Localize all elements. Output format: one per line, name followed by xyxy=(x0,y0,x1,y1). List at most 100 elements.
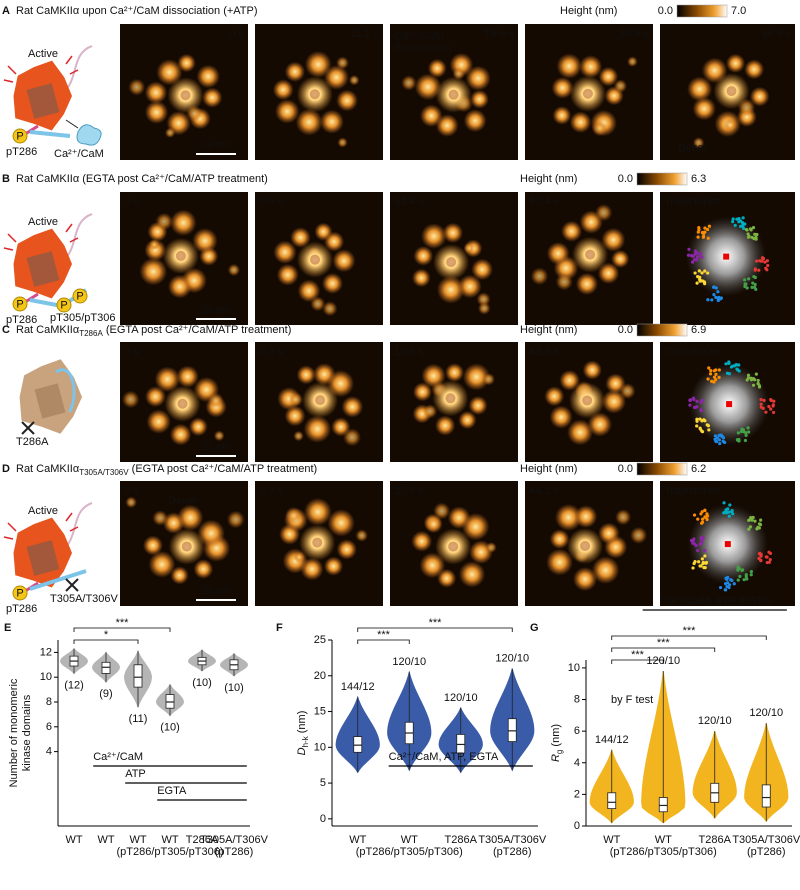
afm-frame: 0.9 s xyxy=(255,192,383,325)
kinase-blob xyxy=(598,522,620,545)
trajectory-point xyxy=(737,439,741,443)
kinase-blob xyxy=(336,539,357,560)
timestamp: 0 s xyxy=(229,28,244,40)
trajectory-point xyxy=(753,378,757,382)
scale-bar-label: 20 nm xyxy=(201,139,232,151)
box xyxy=(607,792,617,810)
trajectory-point xyxy=(695,419,699,423)
kinase-blob xyxy=(555,503,582,531)
trajectory-point xyxy=(703,269,707,273)
activity-mark xyxy=(3,79,14,83)
treatment-label: EGTA xyxy=(157,785,187,797)
trajectory-point xyxy=(717,438,722,442)
kinase-blob xyxy=(567,419,594,446)
colorbar-tick: 0.0 xyxy=(618,324,633,336)
scale-bar-label: 20 nm xyxy=(201,585,232,597)
colorbar xyxy=(636,462,688,476)
trajectory-point xyxy=(712,285,716,289)
kinase-blob xyxy=(611,249,630,269)
trajectory-point xyxy=(768,551,773,556)
afm-frame: Trajectories xyxy=(660,192,795,325)
trajectory-point xyxy=(698,564,702,568)
kinase-blob xyxy=(284,61,306,82)
trajectory-point xyxy=(724,362,728,366)
y-tick-label: 10 xyxy=(40,671,52,683)
panel-letter: B xyxy=(2,173,10,185)
colorbar-tick: 0.0 xyxy=(658,5,673,17)
x-tick-sublabel: (pT286) xyxy=(747,846,786,858)
trajectory-point xyxy=(708,372,713,376)
kinase-blob xyxy=(597,262,620,284)
trajectory-point xyxy=(699,400,703,404)
significance-bracket xyxy=(73,627,171,632)
kinase-blob xyxy=(319,109,344,134)
kinase-blob xyxy=(462,363,490,391)
trajectory-point xyxy=(765,259,769,263)
kinase-blob xyxy=(579,55,603,79)
trajectory-point xyxy=(714,439,718,443)
y-tick-label: 0 xyxy=(320,813,326,825)
hub-ring xyxy=(446,257,457,268)
trajectory-point xyxy=(723,588,727,592)
trajectory-point xyxy=(714,377,718,382)
trajectory-point xyxy=(755,232,759,237)
n-label: (11) xyxy=(129,713,148,725)
site-label: pT286 xyxy=(6,314,37,326)
trajectory-point xyxy=(721,436,726,440)
title-text: Rat CaMKIIα (EGTA post Ca²⁺/CaM/ATP trea… xyxy=(16,173,268,185)
kinase-blob xyxy=(336,89,358,112)
x-tick-label: WT xyxy=(65,834,82,846)
timestamp: 36.9 s xyxy=(761,28,791,40)
kinase-blob xyxy=(470,89,489,109)
trajectory-point xyxy=(700,271,704,275)
afm-frame: 10.5 s xyxy=(390,342,518,462)
activity-mark xyxy=(7,65,17,75)
box xyxy=(507,718,517,742)
colorbar xyxy=(636,323,688,337)
kinase-blob xyxy=(303,415,332,443)
y-tick-label: 15 xyxy=(314,706,326,718)
mutation-label: T286A xyxy=(16,436,49,448)
kinase-blob xyxy=(276,263,299,286)
title-subscript: T305A/T306V xyxy=(79,468,129,477)
trajectory-point xyxy=(746,235,751,239)
trajectory-point xyxy=(692,537,696,541)
trajectory-point xyxy=(728,503,732,507)
annotation: dissociation xyxy=(394,42,451,54)
activity-mark xyxy=(3,247,14,251)
colorbar-tick: 6.9 xyxy=(691,324,706,336)
kinase-blob xyxy=(749,86,770,107)
x-tick-label: WT xyxy=(401,834,418,846)
trajectory-point xyxy=(695,399,699,403)
linker xyxy=(29,569,87,591)
trajectory-point xyxy=(698,277,702,282)
trajectory-point xyxy=(693,249,698,253)
y-tick-label: 12 xyxy=(40,646,52,658)
kinase-blob xyxy=(227,263,241,277)
timestamp: 0.3 s xyxy=(259,346,283,358)
afm-frame: Trajectories xyxy=(660,481,795,606)
title-text: Rat CaMKIIα upon Ca²⁺/CaM dissociation (… xyxy=(16,5,258,17)
kinase-blob xyxy=(411,530,433,552)
trajectory-point xyxy=(751,226,756,230)
kinase-blob xyxy=(167,274,192,299)
significance-bracket xyxy=(611,659,664,664)
trajectory-point xyxy=(712,369,716,373)
kinase-blob xyxy=(465,65,491,91)
significance-label: *** xyxy=(377,629,391,641)
regulatory-segment xyxy=(34,383,66,419)
kinase-blob xyxy=(433,502,451,520)
trajectory-point xyxy=(757,385,762,389)
significance-bracket xyxy=(73,639,139,644)
trajectory-point xyxy=(723,440,727,445)
timestamp: 0 s xyxy=(124,485,139,497)
trajectory-point xyxy=(713,434,718,438)
timestamp: 11.1 s xyxy=(350,28,380,40)
trajectory-point xyxy=(701,517,705,521)
trajectory-point xyxy=(700,430,705,434)
activity-mark xyxy=(7,233,17,243)
phospho-site xyxy=(12,128,28,144)
trajectory-point xyxy=(746,232,750,236)
trajectory-point xyxy=(712,380,716,384)
trajectory-point xyxy=(749,515,753,520)
